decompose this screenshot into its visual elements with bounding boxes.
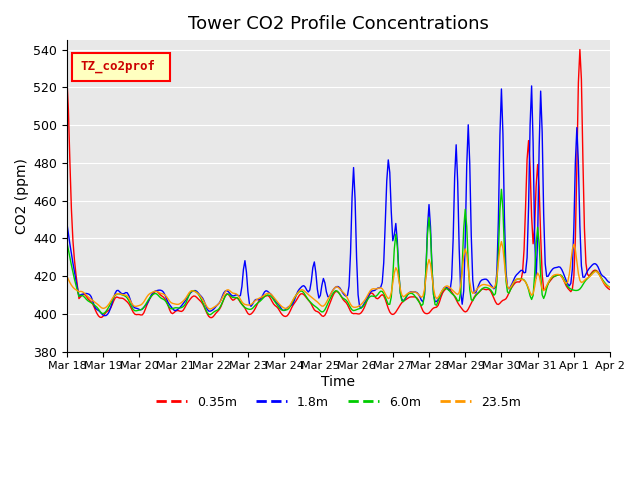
1.8m [392,221,399,227]
0.35m [78,292,86,298]
23.5m [78,289,86,295]
0.35m [404,295,412,301]
6.0m [392,231,399,237]
0.35m [63,75,71,81]
1.8m [78,291,86,297]
Title: Tower CO2 Profile Concentrations: Tower CO2 Profile Concentrations [188,15,489,33]
Line: 23.5m: 23.5m [67,241,610,309]
6.0m [206,312,214,318]
6.0m [497,186,505,192]
0.35m [392,309,399,315]
23.5m [497,239,505,244]
23.5m [374,286,381,291]
0.35m [576,47,584,52]
6.0m [63,239,71,245]
Y-axis label: CO2 (ppm): CO2 (ppm) [15,158,29,234]
6.0m [404,292,412,298]
0.35m [374,296,381,301]
6.0m [374,292,381,298]
1.8m [63,220,71,226]
6.0m [78,293,86,299]
1.8m [606,280,614,286]
23.5m [404,290,412,296]
23.5m [392,265,399,271]
0.35m [208,315,216,321]
23.5m [164,296,172,302]
6.0m [164,302,172,308]
Line: 1.8m: 1.8m [67,86,610,316]
23.5m [63,273,71,279]
6.0m [543,286,550,291]
Text: TZ_co2prof: TZ_co2prof [81,60,156,73]
1.8m [543,274,550,279]
X-axis label: Time: Time [321,375,355,389]
1.8m [166,302,173,308]
0.35m [164,302,172,308]
1.8m [100,313,108,319]
23.5m [543,283,550,288]
Line: 6.0m: 6.0m [67,189,610,315]
1.8m [374,285,381,291]
0.35m [606,287,614,292]
0.35m [541,287,549,292]
23.5m [206,306,214,312]
Legend: 0.35m, 1.8m, 6.0m, 23.5m: 0.35m, 1.8m, 6.0m, 23.5m [151,391,526,414]
1.8m [404,291,412,297]
6.0m [606,284,614,290]
23.5m [606,284,614,290]
Line: 0.35m: 0.35m [67,49,610,318]
FancyBboxPatch shape [72,53,170,81]
1.8m [528,83,536,89]
